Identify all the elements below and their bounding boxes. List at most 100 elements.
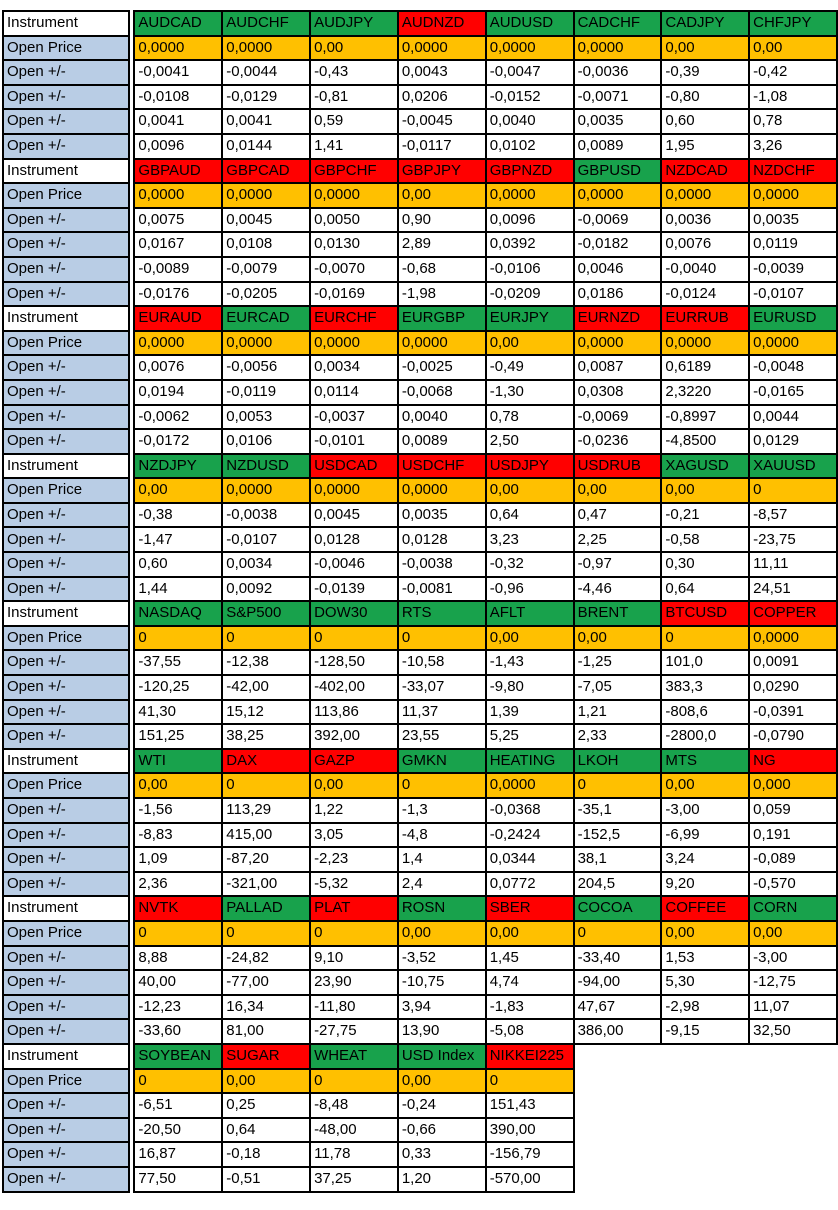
column-gap [129, 207, 135, 233]
column-gap [129, 330, 135, 356]
open-change-cell: -33,40 [572, 944, 663, 972]
open-change-cell: -0,0172 [133, 428, 224, 455]
column-gap [129, 650, 135, 676]
open-change-cell: 37,25 [309, 1165, 399, 1193]
open-change-cell: -128,50 [309, 649, 399, 677]
open-change-cell: 0,0045 [221, 206, 312, 234]
open-change-row: Open +/- 0,0041 0,0041 0,59 -0,0045 0,0040 0,0… [1, 108, 838, 135]
open-change-cell: 0,0045 [309, 501, 399, 529]
column-gap [129, 84, 135, 110]
open-change-cell: 0,0392 [484, 231, 575, 258]
open-change-cell: -4,8 [396, 821, 487, 849]
open-change-cell: 0,64 [221, 1116, 312, 1144]
open-change-cell: -0,38 [133, 501, 224, 529]
open-change-cell: 2,25 [572, 526, 663, 554]
open-change-cell: -35,1 [572, 797, 663, 824]
column-gap [129, 1117, 135, 1143]
open-change-row: Open +/- 16,87 -0,18 11,78 0,33 -156,79 [1, 1141, 837, 1168]
open-change-cell: 0,47 [572, 501, 663, 529]
open-change-row: Open +/- -0,38 -0,0038 0,0045 0,0035 0,64 0,47… [1, 501, 838, 529]
column-gap [129, 281, 135, 307]
column-gap [129, 994, 135, 1020]
column-gap [129, 773, 135, 798]
open-change-cell: 0,0186 [572, 280, 663, 308]
open-price-cell: 0,00 [660, 772, 751, 799]
open-change-cell: 0,25 [221, 1092, 312, 1119]
open-change-cell: -0,80 [660, 83, 751, 111]
row-label-open-price: Open Price [1, 919, 131, 947]
row-label-open-price: Open Price [1, 477, 131, 504]
open-change-cell: -0,0205 [221, 280, 312, 308]
open-price-cell: 0,00 [572, 624, 663, 652]
instruments-table-body: Instrument AUDCAD AUDCHF AUDJPY AUDNZD AUDUSD… [1, 10, 838, 1193]
row-label-open-price: Open Price [1, 624, 131, 652]
open-change-row: Open +/- -0,0089 -0,0079 -0,0070 -0,68 -0,010… [1, 255, 838, 283]
open-change-cell: -0,089 [748, 846, 838, 873]
open-price-row: Open Price 0,00 0,0000 0,0000 0,0000 0,00 0,00… [1, 477, 838, 504]
open-change-cell: -0,0071 [572, 83, 663, 111]
instrument-header: DOW30 [309, 600, 399, 627]
open-price-cell: 0,0000 [309, 329, 399, 357]
instrument-header: XAUUSD [748, 452, 838, 480]
open-change-cell: 392,00 [309, 723, 399, 750]
instrument-header: AUDNZD [396, 10, 487, 37]
open-change-cell: -321,00 [221, 870, 312, 898]
instrument-header: GBPJPY [396, 157, 487, 185]
open-change-cell: -570,00 [484, 1165, 575, 1193]
open-change-cell: -0,0101 [309, 428, 399, 455]
row-label-open-change: Open +/- [1, 846, 131, 873]
open-change-cell: 38,1 [572, 846, 663, 873]
row-label-open-change: Open +/- [1, 255, 131, 283]
column-gap [129, 625, 135, 651]
instrument-header: SBER [484, 895, 575, 922]
open-change-cell: -8,48 [309, 1092, 399, 1119]
empty-area [573, 1043, 837, 1069]
open-change-cell: -7,05 [572, 674, 663, 701]
open-change-cell: -5,08 [484, 1018, 575, 1045]
open-price-cell: 0 [748, 477, 838, 504]
open-price-cell: 0,0000 [133, 182, 224, 209]
open-price-cell: 0,0000 [572, 182, 663, 209]
open-change-cell: 47,67 [572, 993, 663, 1021]
open-price-cell: 0,0000 [309, 182, 399, 209]
open-change-cell: 0,0040 [396, 403, 487, 431]
empty-area [573, 1117, 837, 1143]
column-gap [129, 355, 135, 380]
open-price-cell: 0,0000 [396, 329, 487, 357]
open-price-cell: 0,0000 [748, 624, 838, 652]
open-change-cell: -1,3 [396, 797, 487, 824]
column-gap [129, 1166, 135, 1192]
instrument-header: EURJPY [484, 305, 575, 332]
row-label-open-change: Open +/- [1, 1018, 131, 1045]
open-change-cell: -2800,0 [660, 723, 751, 750]
open-change-cell: -0,58 [660, 526, 751, 554]
open-change-cell: -10,75 [396, 969, 487, 996]
open-change-row: Open +/- 40,00 -77,00 23,90 -10,75 4,74 -94,00… [1, 969, 838, 996]
instrument-header: PALLAD [221, 895, 312, 922]
open-change-cell: -37,55 [133, 649, 224, 677]
instrument-header: GBPCHF [309, 157, 399, 185]
open-change-row: Open +/- -37,55 -12,38 -128,50 -10,58 -1,43 -1… [1, 649, 838, 677]
row-label-open-change: Open +/- [1, 797, 131, 824]
open-change-cell: -0,97 [572, 551, 663, 578]
instrument-header: BTCUSD [660, 600, 751, 627]
open-change-cell: -94,00 [572, 969, 663, 996]
column-gap [129, 724, 135, 749]
column-gap [129, 453, 135, 479]
open-change-cell: -0,0106 [484, 255, 575, 283]
open-price-cell: 0,0000 [221, 477, 312, 504]
open-price-cell: 0,0000 [221, 329, 312, 357]
open-price-cell: 0,0000 [221, 182, 312, 209]
open-change-cell: 0,0128 [309, 526, 399, 554]
open-change-cell: 0,191 [748, 821, 838, 849]
open-price-cell: 0,00 [309, 34, 399, 62]
open-price-row: Open Price 0,00 0 0,00 0 0,0000 0 0,00 0,000 [1, 772, 838, 799]
open-change-cell: 0,0043 [396, 59, 487, 86]
open-change-cell: 13,90 [396, 1018, 487, 1045]
open-change-cell: -0,0041 [133, 59, 224, 86]
column-gap [129, 552, 135, 577]
instrument-header-row: Instrument NZDJPY NZDUSD USDCAD USDCHF USDJPY… [1, 452, 838, 480]
open-price-cell: 0,00 [484, 919, 575, 947]
open-change-cell: -12,75 [748, 969, 838, 996]
open-change-cell: 0,0041 [221, 108, 312, 135]
